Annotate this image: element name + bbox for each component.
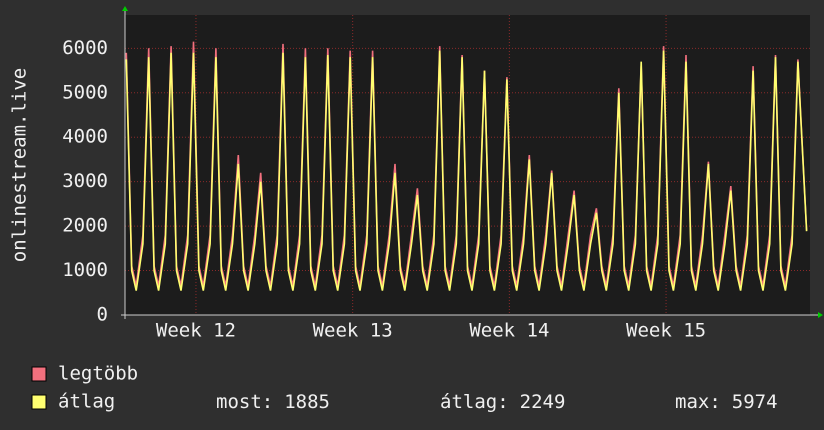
stat-label: max: (675, 391, 721, 413)
x-tick-label: Week 13 (313, 320, 393, 342)
y-tick-label: 4000 (62, 126, 108, 148)
stat-label: átlag: (440, 391, 509, 413)
y-tick-label: 0 (97, 304, 108, 326)
stat: átlag: 2249 (440, 391, 565, 413)
legend-swatch (31, 394, 47, 410)
stat-value: 5974 (732, 391, 778, 413)
y-tick-label: 6000 (62, 37, 108, 59)
x-tick-label: Week 12 (156, 320, 236, 342)
axis-arrow (122, 6, 128, 11)
y-tick-label: 2000 (62, 215, 108, 237)
y-axis-label: onlinestream.live (9, 68, 31, 262)
legend-label: átlag (58, 391, 115, 413)
legend-label: legtöbb (58, 363, 138, 385)
stat: most: 1885 (216, 391, 330, 413)
stat-value: 1885 (284, 391, 330, 413)
axis-arrow (818, 312, 823, 318)
x-tick-label: Week 14 (469, 320, 549, 342)
x-tick-label: Week 15 (626, 320, 706, 342)
legend-swatch (31, 366, 47, 382)
stat: max: 5974 (675, 391, 778, 413)
series-line (125, 50, 808, 291)
y-tick-label: 3000 (62, 170, 108, 192)
stat-value: 2249 (520, 391, 566, 413)
y-tick-label: 1000 (62, 259, 108, 281)
y-tick-label: 5000 (62, 81, 108, 103)
stat-label: most: (216, 391, 273, 413)
